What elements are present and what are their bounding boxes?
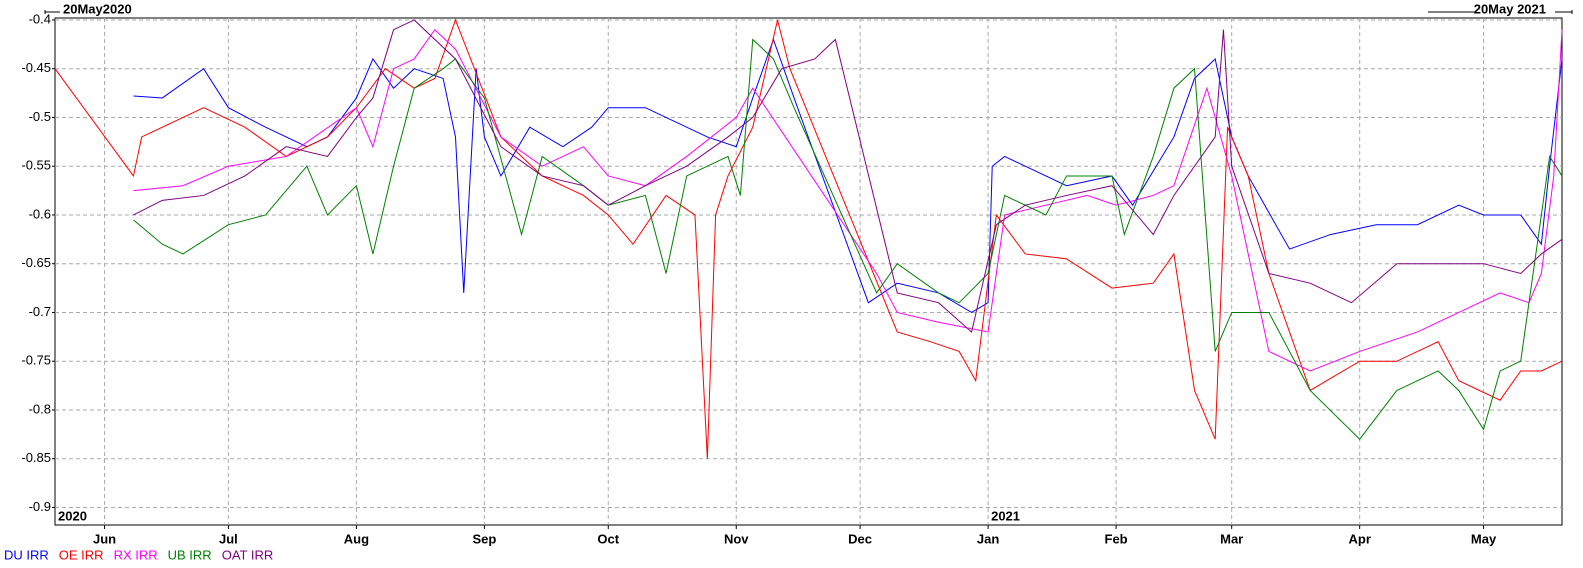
year-label: 2021 [991,508,1020,523]
y-tick-label: -0.8 [29,401,51,416]
plot-frame [54,17,1563,526]
y-tick-label: -0.6 [29,206,51,221]
y-tick-label: -0.85 [21,450,51,465]
series-line [133,28,1563,372]
legend-entry: OAT IRR [222,547,274,562]
x-tick-label: Jan [977,531,999,546]
y-tick-label: -0.5 [29,109,51,124]
x-tick-label: Oct [597,531,619,546]
x-tick-label: Jun [93,531,116,546]
x-tick-label: Mar [1220,531,1243,546]
y-tick-label: -0.4 [29,11,51,26]
legend-entry: OE IRR [59,547,104,562]
series-line [133,38,1563,440]
x-tick-label: Aug [344,531,369,546]
year-label: 2020 [58,508,87,523]
y-tick-label: -0.75 [21,353,51,368]
range-start-label: 20May2020 [63,1,132,16]
y-tick-label: -0.65 [21,255,51,270]
y-tick-label: -0.9 [29,499,51,514]
x-tick-label: Feb [1105,531,1128,546]
series-line [133,19,1563,333]
y-tick-label: -0.55 [21,158,51,173]
x-tick-label: Nov [724,531,749,546]
legend-entry: RX IRR [114,547,158,562]
x-tick-label: Sep [472,531,496,546]
x-tick-label: May [1471,531,1497,546]
range-end-label: 20May 2021 [1474,1,1546,16]
legend-entry: DU IRR [4,547,49,562]
legend-entry: UB IRR [168,547,212,562]
series-line [54,18,1563,459]
x-tick-label: Dec [848,531,872,546]
x-tick-label: Apr [1348,531,1370,546]
y-tick-label: -0.7 [29,304,51,319]
x-tick-label: Jul [219,531,238,546]
y-tick-label: -0.45 [21,60,51,75]
